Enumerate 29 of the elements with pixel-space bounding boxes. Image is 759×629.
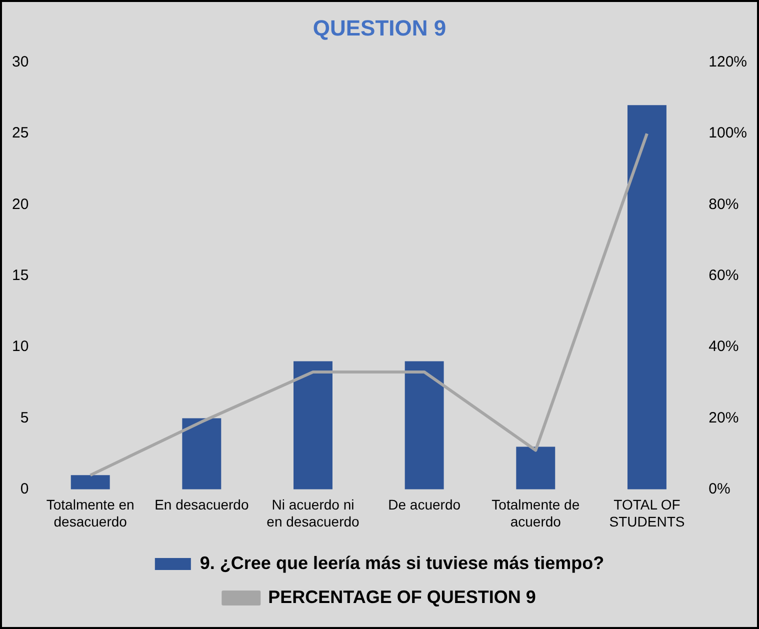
bar: [516, 446, 556, 490]
x-tick-label: Totalmente de acuerdo: [492, 496, 580, 530]
y2-tick-label: 100%: [708, 124, 748, 142]
legend-label: 9. ¿Cree que leería más si tuviese más tiempo?: [200, 552, 604, 573]
y2-tick-label: 80%: [708, 196, 739, 213]
bar: [627, 105, 666, 490]
bar: [294, 361, 332, 490]
x-tick-label: En desacuerdo: [154, 496, 249, 513]
bar: [404, 361, 444, 490]
y-tick-label: 30: [12, 54, 29, 71]
y2-tick-label: 60%: [708, 267, 739, 284]
y2-tick-label: 20%: [708, 409, 739, 426]
y2-tick-label: 120%: [708, 54, 748, 71]
y-tick-label: 25: [12, 124, 29, 142]
x-tick-label: TOTAL OF STUDENTS: [609, 496, 685, 530]
x-tick-label: Ni acuerdo ni en desacuerdo: [266, 496, 360, 530]
legend-label: PERCENTAGE OF QUESTION 9: [268, 586, 536, 607]
y2-tick-label: 40%: [708, 338, 739, 356]
y-tick-label: 0: [20, 480, 29, 498]
y-tick-label: 15: [12, 267, 29, 284]
x-tick-label: De acuerdo: [388, 496, 461, 513]
y-tick-label: 10: [12, 338, 29, 356]
y-tick-label: 20: [12, 196, 29, 213]
x-tick-label: Totalmente en desacuerdo: [46, 496, 134, 530]
bar: [182, 418, 222, 490]
y2-tick-label: 0%: [708, 480, 730, 498]
y-tick-label: 5: [20, 409, 29, 426]
chart-title: QUESTION 9: [312, 15, 446, 40]
bar: [70, 475, 110, 490]
